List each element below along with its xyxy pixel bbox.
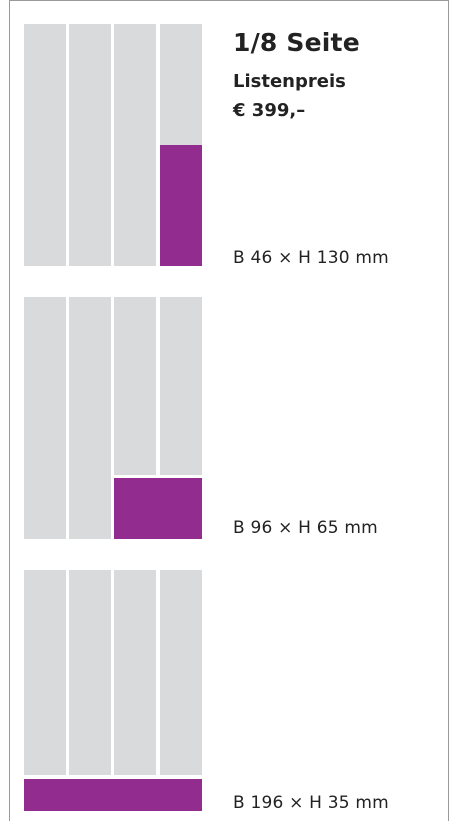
dimension-label-3: B 196 × H 35 mm bbox=[233, 793, 389, 813]
column-3 bbox=[114, 570, 156, 775]
column-4 bbox=[160, 297, 202, 475]
ad-space-highlight bbox=[24, 779, 202, 811]
ad-space-highlight bbox=[160, 145, 202, 266]
dimension-label-1: B 46 × H 130 mm bbox=[233, 248, 389, 268]
column-1 bbox=[24, 24, 66, 266]
column-2 bbox=[69, 297, 111, 539]
ad-space-highlight bbox=[114, 478, 202, 539]
column-4 bbox=[160, 24, 202, 145]
frame-left-border bbox=[9, 0, 10, 821]
dimension-label-2: B 96 × H 65 mm bbox=[233, 518, 378, 538]
column-1 bbox=[24, 570, 66, 775]
column-1 bbox=[24, 297, 66, 539]
price-value: € 399,– bbox=[233, 100, 306, 121]
column-2 bbox=[69, 24, 111, 266]
column-4 bbox=[160, 570, 202, 775]
frame-top-border bbox=[9, 0, 449, 1]
column-3 bbox=[114, 297, 156, 475]
page-title: 1/8 Seite bbox=[233, 28, 360, 57]
price-label: Listenpreis bbox=[233, 71, 346, 92]
column-3 bbox=[114, 24, 156, 266]
column-2 bbox=[69, 570, 111, 775]
